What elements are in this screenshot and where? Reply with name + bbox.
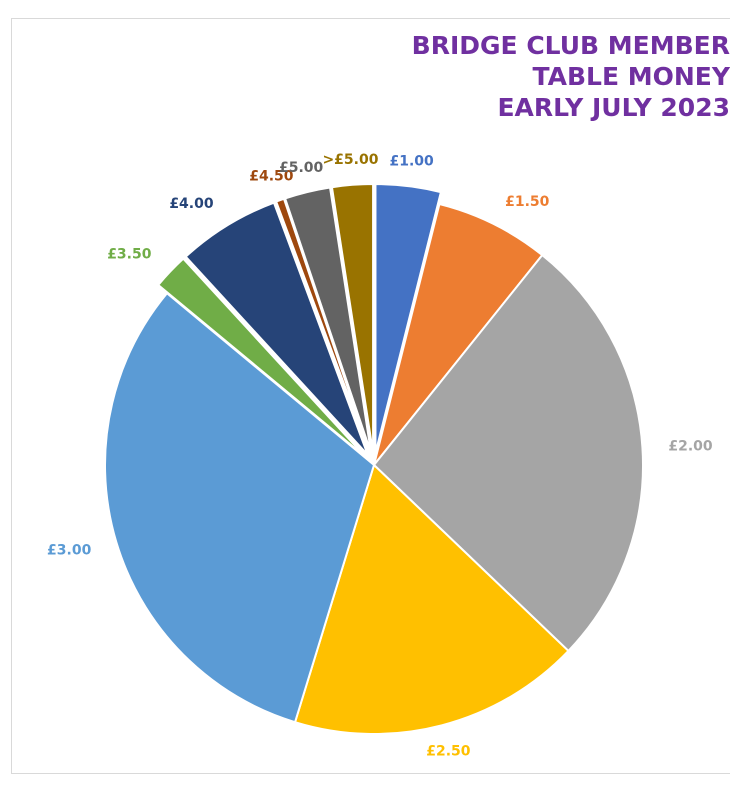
pie-slice [184,201,369,456]
slice-label: £5.00 [279,160,324,176]
slice-label: £1.00 [389,153,434,169]
slice-label: £1.50 [505,194,550,210]
pie-slice [283,186,373,454]
slice-label: £4.50 [249,169,294,185]
chart-title: BRIDGE CLUB MEMBER TABLE MONEY EARLY JUL… [412,30,730,123]
pie-slice [104,291,376,724]
pie-slice [274,197,371,455]
pie-slice [156,257,367,458]
chart-title-line-1: BRIDGE CLUB MEMBER [411,31,730,60]
pie-slice [293,463,570,735]
pie-slice [374,183,443,454]
slice-label: £2.00 [668,439,713,455]
pie-slice [330,183,375,454]
slice-label: £3.50 [107,246,152,262]
slice-label: £4.00 [169,196,214,212]
slice-label: >£5.00 [322,152,378,168]
chart-title-line-3: EARLY JULY 2023 [497,93,730,122]
chart-title-line-2: TABLE MONEY [532,62,730,91]
slice-label: £2.50 [426,743,471,759]
slice-label: £3.00 [47,542,92,558]
pie-slice [373,202,544,466]
pie-slice [372,253,644,653]
